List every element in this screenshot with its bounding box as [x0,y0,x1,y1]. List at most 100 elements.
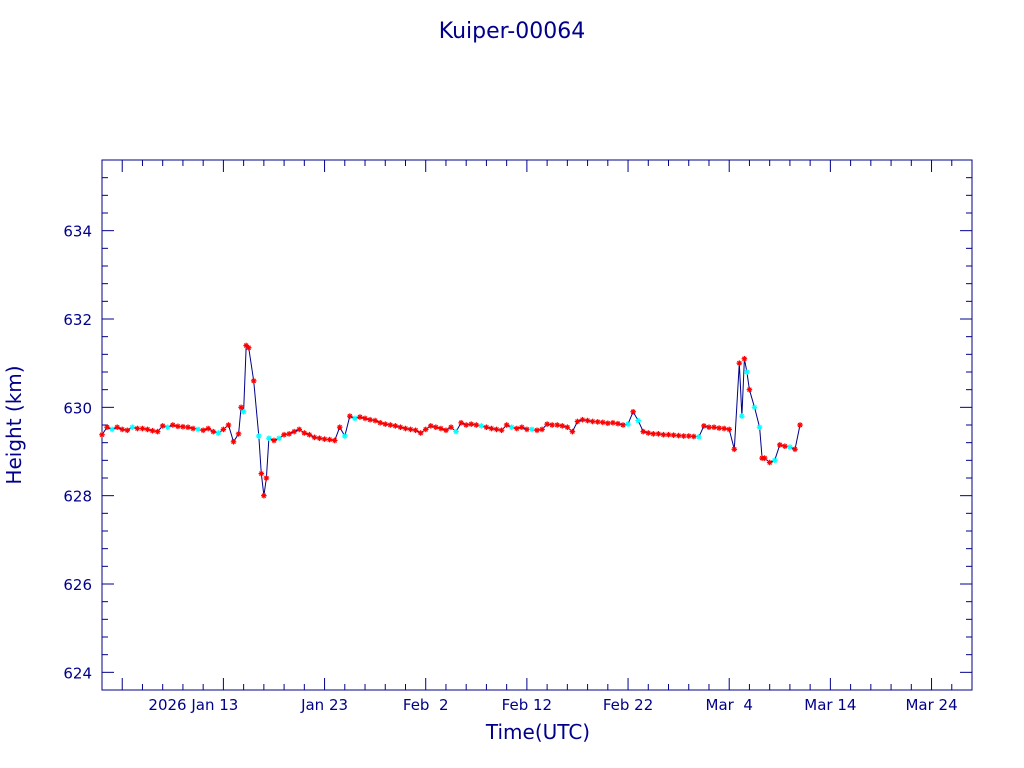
data-point [114,424,120,431]
data-point [301,430,308,436]
data-point [513,425,520,432]
data-point [650,431,657,437]
x-axis-label: Time(UTC) [485,720,590,744]
data-point [347,413,353,419]
data-point [387,422,394,428]
data-point [200,427,206,434]
data-point [362,415,368,422]
data-point [412,427,419,434]
data-point [286,431,292,437]
data-point [620,422,626,428]
data-point [124,427,131,434]
data-point [185,424,191,431]
data-point [357,414,363,420]
data-point [109,426,115,433]
data-point [691,433,697,440]
chart-title: Kuiper-00064 [439,19,585,44]
data-point [175,423,181,430]
data-point [164,424,171,431]
data-point [615,420,621,427]
data-point [554,422,561,428]
data-point [524,426,530,433]
data-point [230,438,237,445]
data-point [655,431,662,437]
x-tick-label: Mar 4 [706,696,753,714]
data-point [584,417,591,424]
x-tick-label: Jan 23 [300,696,348,714]
data-point [225,422,232,428]
x-tick-labels: 2026 Jan 13 Jan 23 Feb 2 Feb 12 Feb 22 Mar 4 M… [148,696,957,714]
data-point [144,426,151,433]
data-point [605,420,611,427]
data-point [448,424,454,431]
data-point [701,423,707,429]
data-point [726,426,733,433]
data-point [306,431,313,438]
data-point [574,418,581,425]
data-point [281,431,287,438]
data-point [331,437,338,444]
axis-ticks [101,159,973,690]
data-point [685,433,692,439]
data-point [372,417,378,424]
data-point [382,421,389,427]
data-point [316,435,323,442]
data-point [660,431,667,438]
data-point [564,424,571,431]
data-point [610,419,616,426]
data-point [782,443,788,449]
data-point [438,425,444,432]
data-point [739,413,745,419]
data-point [508,424,515,431]
data-point [235,431,242,437]
data-point [134,425,141,432]
data-point [291,428,298,435]
data-point [744,369,750,375]
data-point [341,433,348,439]
data-point [263,475,270,481]
data-point [599,419,606,426]
data-point [741,355,748,362]
data-point [776,442,783,448]
x-tick-label: Feb 12 [502,696,552,714]
series-line [101,344,801,496]
data-point [240,408,247,415]
data-point [534,427,540,434]
y-tick-label: 632 [63,311,92,329]
data-point [453,428,459,435]
plot-frame [101,159,973,691]
data-point [367,416,373,423]
data-point [721,425,727,432]
data-point [266,435,272,442]
data-point [392,423,399,429]
data-point [463,422,469,428]
data-point [539,426,545,433]
data-point [99,431,105,438]
data-point [250,378,257,384]
data-point [159,423,166,429]
data-point [731,446,738,453]
data-point [215,430,222,436]
data-point [665,431,672,438]
data-point [478,423,485,429]
data-point [326,436,333,443]
data-point [645,430,652,436]
data-point [736,360,743,366]
data-point [771,457,778,464]
data-point [422,426,429,433]
data-point [205,425,212,432]
data-point [529,426,535,433]
data-point [296,426,303,433]
data-point [559,423,566,429]
data-point [195,426,201,433]
y-tick-label: 626 [63,576,92,594]
data-point [746,386,753,393]
data-point [238,404,244,411]
data-point [493,426,500,433]
data-point [427,423,434,429]
data-point [670,432,677,438]
data-point [797,422,803,428]
data-point [544,421,550,427]
data-point [792,446,798,453]
data-point [711,424,717,431]
